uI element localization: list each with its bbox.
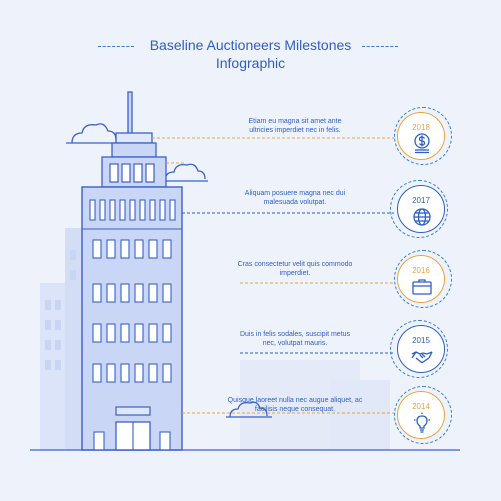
milestone-text-line: Duis in felis sodales, suscipit metus (239, 331, 351, 338)
milestone-text-line: Etiam eu magna sit amet ante (248, 118, 342, 125)
entrance-sign (115, 406, 151, 416)
milestone-text-2016: Cras consectetur velit quis commodo impe… (200, 260, 390, 278)
antenna (127, 91, 133, 135)
lightbulb-icon (414, 412, 430, 433)
tower-window (129, 199, 136, 221)
milestone-badge-2016: 2016 (397, 255, 445, 303)
tower-window (109, 199, 116, 221)
tower-window (169, 199, 176, 221)
tower-window (148, 239, 158, 259)
title-decoration-left (98, 46, 134, 47)
tower-window (92, 283, 102, 303)
title-line-2: Infographic (215, 55, 286, 71)
tower-window (148, 363, 158, 383)
milestone-badge-2018: 2018 (397, 112, 445, 160)
milestone-text-line: Cras consectetur velit quis commodo (237, 261, 353, 268)
cloud (226, 401, 272, 418)
tower-window (134, 283, 144, 303)
milestone-text-2015: Duis in felis sodales, suscipit metus ne… (200, 330, 390, 348)
tower-window (162, 239, 172, 259)
milestone-year: 2014 (412, 402, 430, 411)
badge-ring-2014 (394, 386, 452, 444)
tower-window (159, 199, 166, 221)
globe-icon (413, 208, 431, 226)
tower-window (106, 239, 116, 259)
tower-cap (111, 142, 157, 158)
milestone-badge-2017: 2017 (397, 185, 445, 233)
tower-window (162, 283, 172, 303)
milestone-text-2017: Aliquam posuere magna nec dui malesuada … (200, 189, 390, 207)
handshake-icon (411, 351, 433, 364)
ground-window (93, 431, 105, 451)
milestone-badge-2014: 2014 (397, 391, 445, 439)
background-building (65, 228, 83, 450)
milestone-year: 2017 (412, 196, 430, 205)
tower-window (89, 199, 96, 221)
tower-window (162, 323, 172, 343)
tower-window (120, 363, 130, 383)
milestone-year: 2018 (412, 123, 430, 132)
badge-ring-2016 (394, 250, 452, 308)
tower-window (134, 239, 144, 259)
tower-window (92, 323, 102, 343)
milestone-text-2014: Quisque laoreet nulla nec augue aliquet,… (195, 396, 395, 414)
tower-window (149, 199, 156, 221)
tower-window (92, 239, 102, 259)
tower-window (120, 323, 130, 343)
badge-ring-2015 (390, 320, 448, 378)
tower-window (106, 323, 116, 343)
tower-window (106, 363, 116, 383)
tower-window (120, 283, 130, 303)
tower-body (81, 186, 183, 451)
milestone-text-2018: Etiam eu magna sit amet ante ultricies i… (200, 117, 390, 135)
tower-cap (115, 132, 153, 144)
milestone-year: 2015 (412, 336, 430, 345)
milestone-text-line: Quisque laoreet nulla nec augue aliquet,… (227, 397, 363, 404)
tower-window (148, 283, 158, 303)
milestone-text-line: Aliquam posuere magna nec dui (244, 190, 346, 197)
milestone-year: 2016 (412, 266, 430, 275)
title-decoration-right (362, 46, 398, 47)
tower-window (148, 323, 158, 343)
background-building (330, 380, 390, 450)
tower-window (134, 363, 144, 383)
tower-window (139, 199, 146, 221)
milestone-text-line: imperdiet. (279, 270, 311, 277)
milestone-text-line: nec, volutpat mauris. (262, 340, 328, 347)
milestone-text-line: malesuada volutpat. (263, 199, 327, 206)
milestone-badge-2015: 2015 (397, 325, 445, 373)
tower-window (119, 199, 126, 221)
tower-window (92, 363, 102, 383)
milestone-text-line: ultricies imperdiet nec in felis. (249, 127, 341, 134)
ground-window (159, 431, 171, 451)
milestone-text-line: facilisis neque consequat. (254, 406, 336, 413)
dollar-coins-icon (414, 133, 430, 154)
badge-ring-2017 (390, 180, 448, 238)
badge-ring-2018 (394, 107, 452, 165)
tower-window (134, 323, 144, 343)
title-line-1: Baseline Auctioneers Milestones (149, 37, 352, 53)
tower-window (106, 283, 116, 303)
tower-window (99, 199, 106, 221)
tower-window (120, 239, 130, 259)
briefcase-icon (412, 279, 432, 295)
tower-window (162, 363, 172, 383)
cloud (160, 163, 208, 182)
cloud (66, 123, 120, 144)
